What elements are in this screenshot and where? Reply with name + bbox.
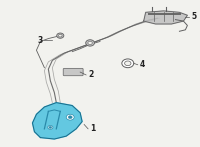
Circle shape xyxy=(125,61,131,66)
Text: 1: 1 xyxy=(90,124,95,133)
Circle shape xyxy=(86,40,94,46)
Text: 3: 3 xyxy=(37,36,42,45)
Circle shape xyxy=(57,33,64,38)
Polygon shape xyxy=(32,103,82,139)
Polygon shape xyxy=(144,11,187,24)
Circle shape xyxy=(58,34,62,37)
FancyBboxPatch shape xyxy=(63,68,83,76)
Circle shape xyxy=(48,126,53,129)
Circle shape xyxy=(88,41,92,45)
Circle shape xyxy=(66,114,74,120)
Text: 5: 5 xyxy=(191,12,196,21)
Text: 2: 2 xyxy=(88,70,93,80)
Circle shape xyxy=(49,126,52,128)
Circle shape xyxy=(68,116,72,119)
Circle shape xyxy=(122,59,134,68)
Text: 4: 4 xyxy=(140,60,145,69)
